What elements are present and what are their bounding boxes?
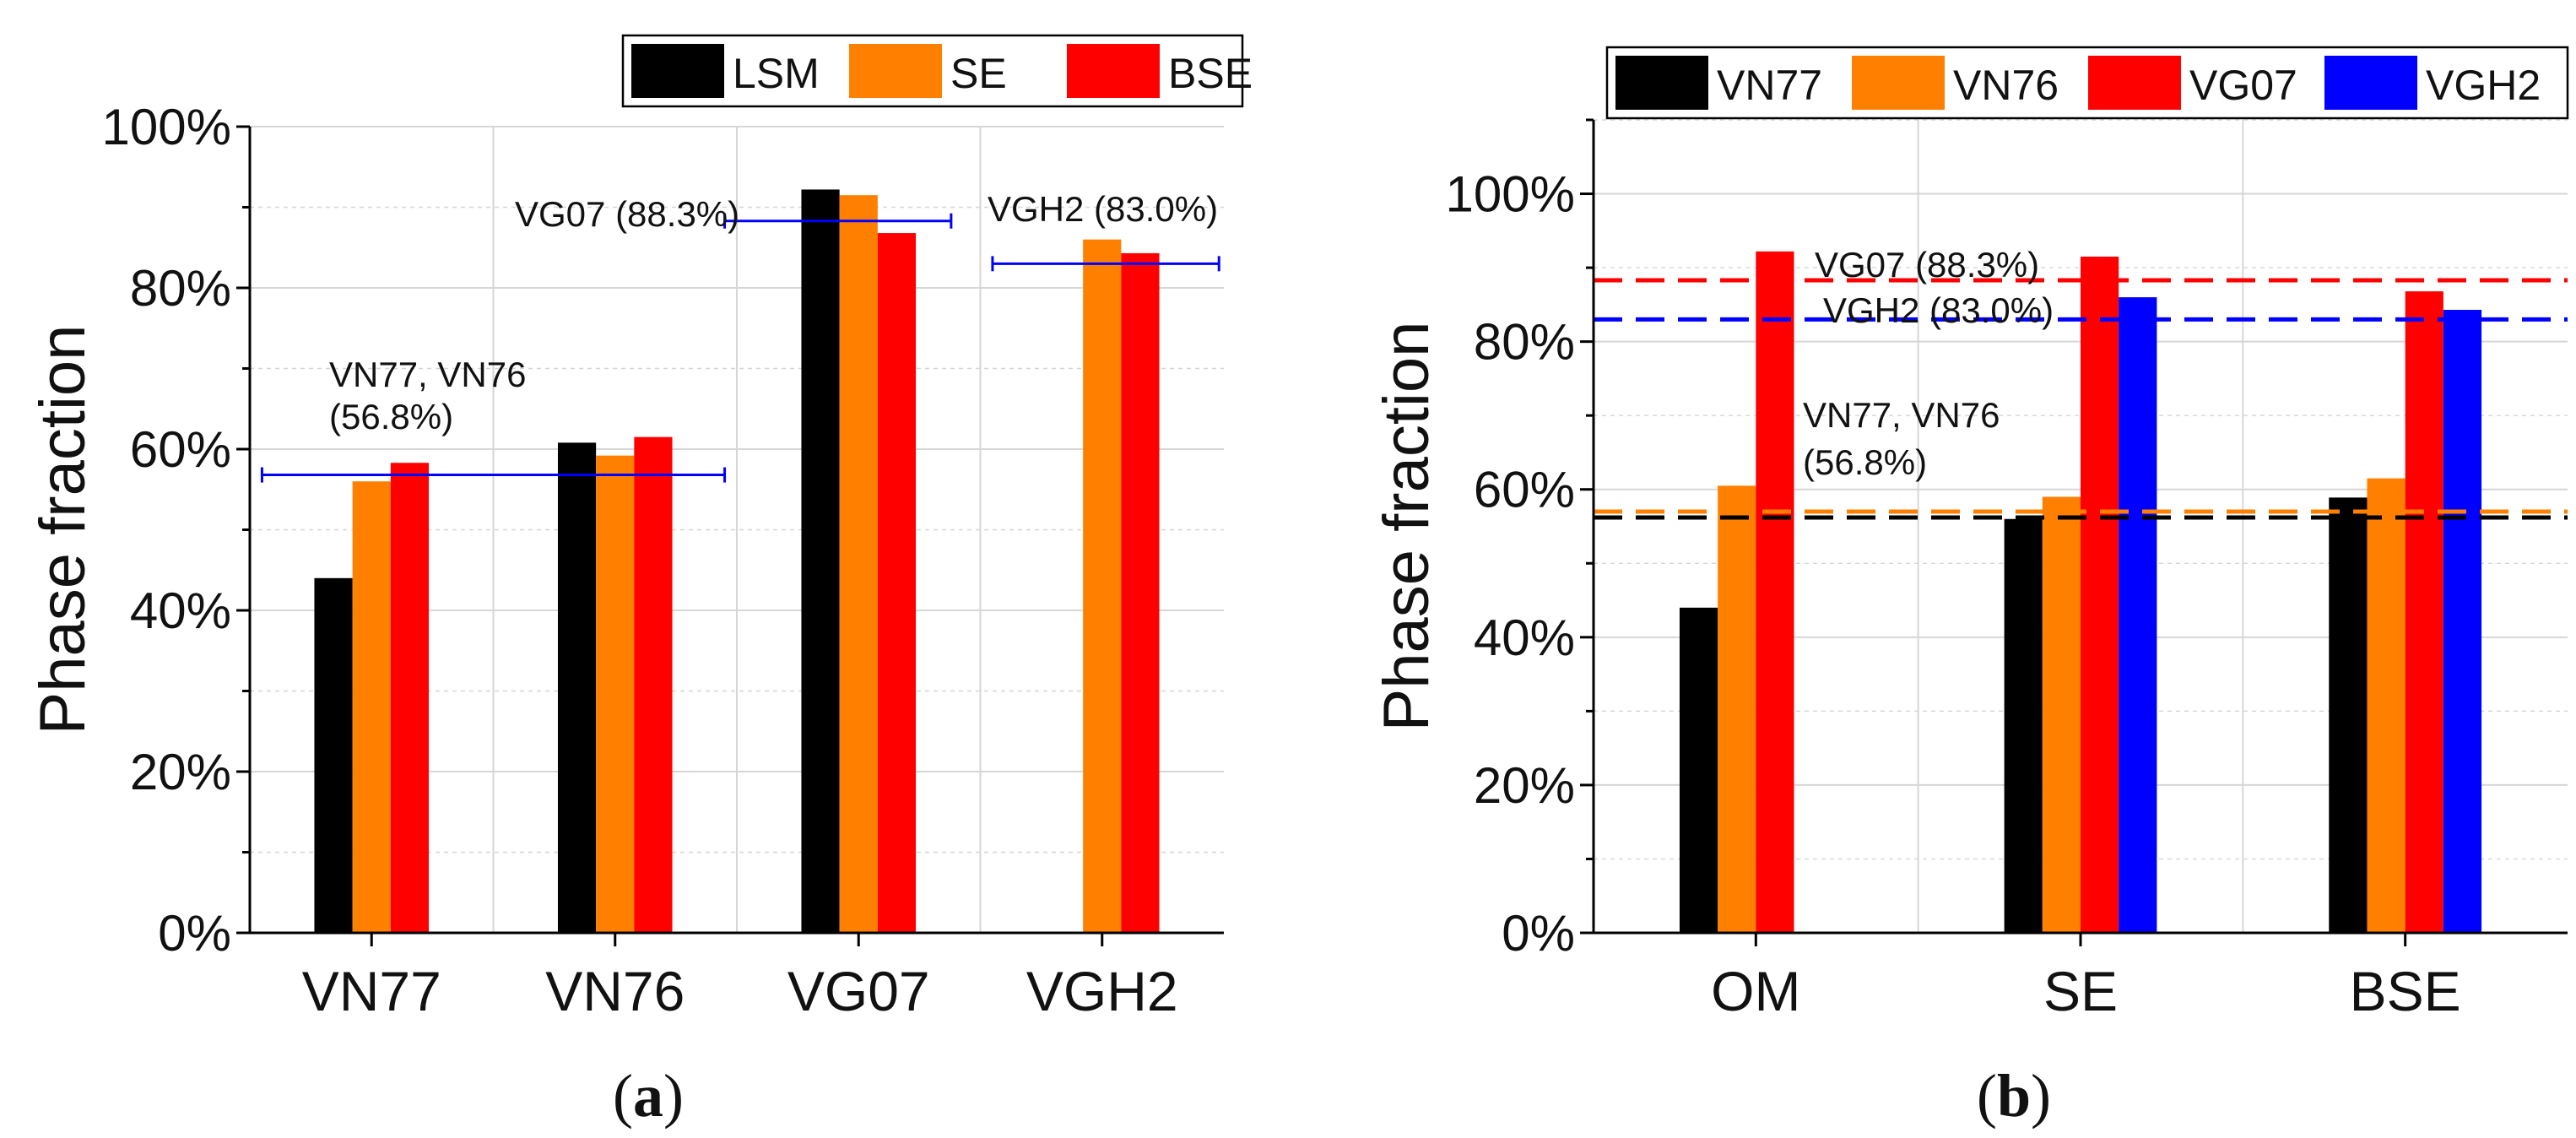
- bar-lsm-vn76: [557, 442, 597, 933]
- panel-label-close-paren: ): [2031, 1062, 2051, 1130]
- chart-panel-a: VN77, VN76(56.8%) VG07 (88.3%) VGH2 (83.0%…: [27, 34, 1253, 1130]
- panel-label-letter: b: [1997, 1062, 2031, 1130]
- legend-label-vgh2: VGH2: [2426, 62, 2541, 109]
- x-category-label: VN77: [302, 960, 441, 1022]
- y-tick-label: 60%: [1474, 462, 1575, 518]
- bar-vn77-om: [1679, 607, 1718, 933]
- legend-swatch-vn76: [1852, 56, 1945, 110]
- y-tick-label: 0%: [1502, 905, 1575, 962]
- bar-vn77-se: [2004, 518, 2043, 933]
- axes: 0% 20% 40% 60% 80% 100% OM SE BSE Phase fraction: [1371, 118, 2568, 1022]
- legend-swatch-se: [849, 44, 942, 98]
- reference-label: VN77, VN76: [1803, 395, 2000, 435]
- legend: LSM SE BSE: [621, 34, 1253, 108]
- bar-vg07-om: [1756, 251, 1794, 933]
- y-tick-label: 40%: [1474, 610, 1575, 666]
- panel-label: (b): [1977, 1062, 2051, 1130]
- bar-bse-vn77: [390, 463, 430, 933]
- panel-label: (a): [613, 1062, 684, 1130]
- bars: [314, 189, 1160, 934]
- x-category-label: BSE: [2350, 960, 2461, 1022]
- bar-vn76-bse: [2367, 478, 2406, 933]
- legend-swatch-lsm: [631, 44, 724, 98]
- grid-lines: [250, 126, 1224, 933]
- bar-vg07-se: [2081, 256, 2119, 933]
- legend-swatch-vn77: [1615, 56, 1708, 110]
- y-tick-label: 20%: [1474, 757, 1575, 814]
- y-tick-label: 100%: [102, 99, 231, 155]
- x-category-label: VG07: [787, 960, 930, 1022]
- bar-se-vg07: [839, 195, 878, 934]
- y-axis-title: Phase fraction: [27, 325, 99, 735]
- legend-label-vn77: VN77: [1717, 62, 1822, 109]
- reference-lines: VN77, VN76(56.8%) VG07 (88.3%) VGH2 (83.0%…: [260, 189, 1220, 483]
- y-tick-label: 60%: [130, 421, 231, 478]
- bar-se-vn76: [596, 455, 635, 933]
- reference-label: VG07 (88.3%): [515, 194, 739, 234]
- bar-lsm-vg07: [801, 189, 840, 934]
- bar-vn76-om: [1718, 485, 1756, 933]
- bars: [1679, 251, 2482, 933]
- y-tick-label: 80%: [130, 260, 231, 317]
- y-tick-label: 0%: [158, 905, 231, 962]
- bar-bse-vgh2: [1121, 252, 1160, 933]
- reference-label: (56.8%): [329, 397, 453, 436]
- y-tick-label: 80%: [1474, 314, 1575, 371]
- bar-se-vn77: [352, 481, 391, 933]
- chart-panel-b: VG07 (88.3%) VGH2 (83.0%) VN77, VN76 (56.8%…: [1371, 46, 2569, 1130]
- y-tick-label: 20%: [130, 744, 231, 800]
- panel-label-open-paren: (: [613, 1062, 633, 1130]
- axes: 0% 20% 40% 60% 80% 100% VN77 VN76 VG07 VGH2 Phase …: [27, 99, 1224, 1022]
- legend-label-vg07: VG07: [2189, 62, 2297, 109]
- legend-swatch-vg07: [2088, 56, 2181, 110]
- y-tick-label: 100%: [1446, 166, 1575, 223]
- legend-label-lsm: LSM: [733, 50, 820, 97]
- legend-label-bse: BSE: [1168, 50, 1253, 97]
- x-category-label: VGH2: [1026, 960, 1178, 1022]
- reference-label: VGH2 (83.0%): [1823, 290, 2054, 330]
- bar-bse-vn76: [634, 436, 673, 933]
- reference-label: VGH2 (83.0%): [988, 189, 1218, 229]
- y-tick-label: 40%: [130, 583, 231, 639]
- x-category-label: VN76: [545, 960, 685, 1022]
- legend-label-vn76: VN76: [1953, 62, 2059, 109]
- reference-lines: VG07 (88.3%) VGH2 (83.0%) VN77, VN76 (56.8%…: [1594, 245, 2568, 520]
- x-category-label: SE: [2043, 960, 2118, 1022]
- bar-lsm-vn77: [314, 577, 353, 933]
- panel-label-letter: a: [633, 1062, 663, 1130]
- bar-vn76-se: [2042, 496, 2081, 933]
- reference-label: VG07 (88.3%): [1815, 245, 2039, 284]
- bar-bse-vg07: [877, 233, 917, 933]
- bar-se-vgh2: [1083, 239, 1122, 933]
- panel-label-close-paren: ): [663, 1062, 684, 1130]
- bar-vgh2-se: [2119, 297, 2157, 933]
- reference-label: VN77, VN76: [329, 355, 526, 394]
- bar-vgh2-bse: [2443, 309, 2482, 933]
- bar-vn77-bse: [2329, 497, 2368, 933]
- legend-swatch-bse: [1067, 44, 1160, 98]
- legend-label-se: SE: [950, 50, 1007, 97]
- legend: VN77 VN76 VG07 VGH2: [1605, 46, 2569, 120]
- panel-label-open-paren: (: [1977, 1062, 1997, 1130]
- x-category-label: OM: [1711, 960, 1800, 1022]
- bar-vg07-bse: [2405, 291, 2443, 933]
- y-axis-title: Phase fraction: [1371, 322, 1442, 732]
- reference-label: (56.8%): [1803, 442, 1927, 482]
- legend-swatch-vgh2: [2324, 56, 2417, 110]
